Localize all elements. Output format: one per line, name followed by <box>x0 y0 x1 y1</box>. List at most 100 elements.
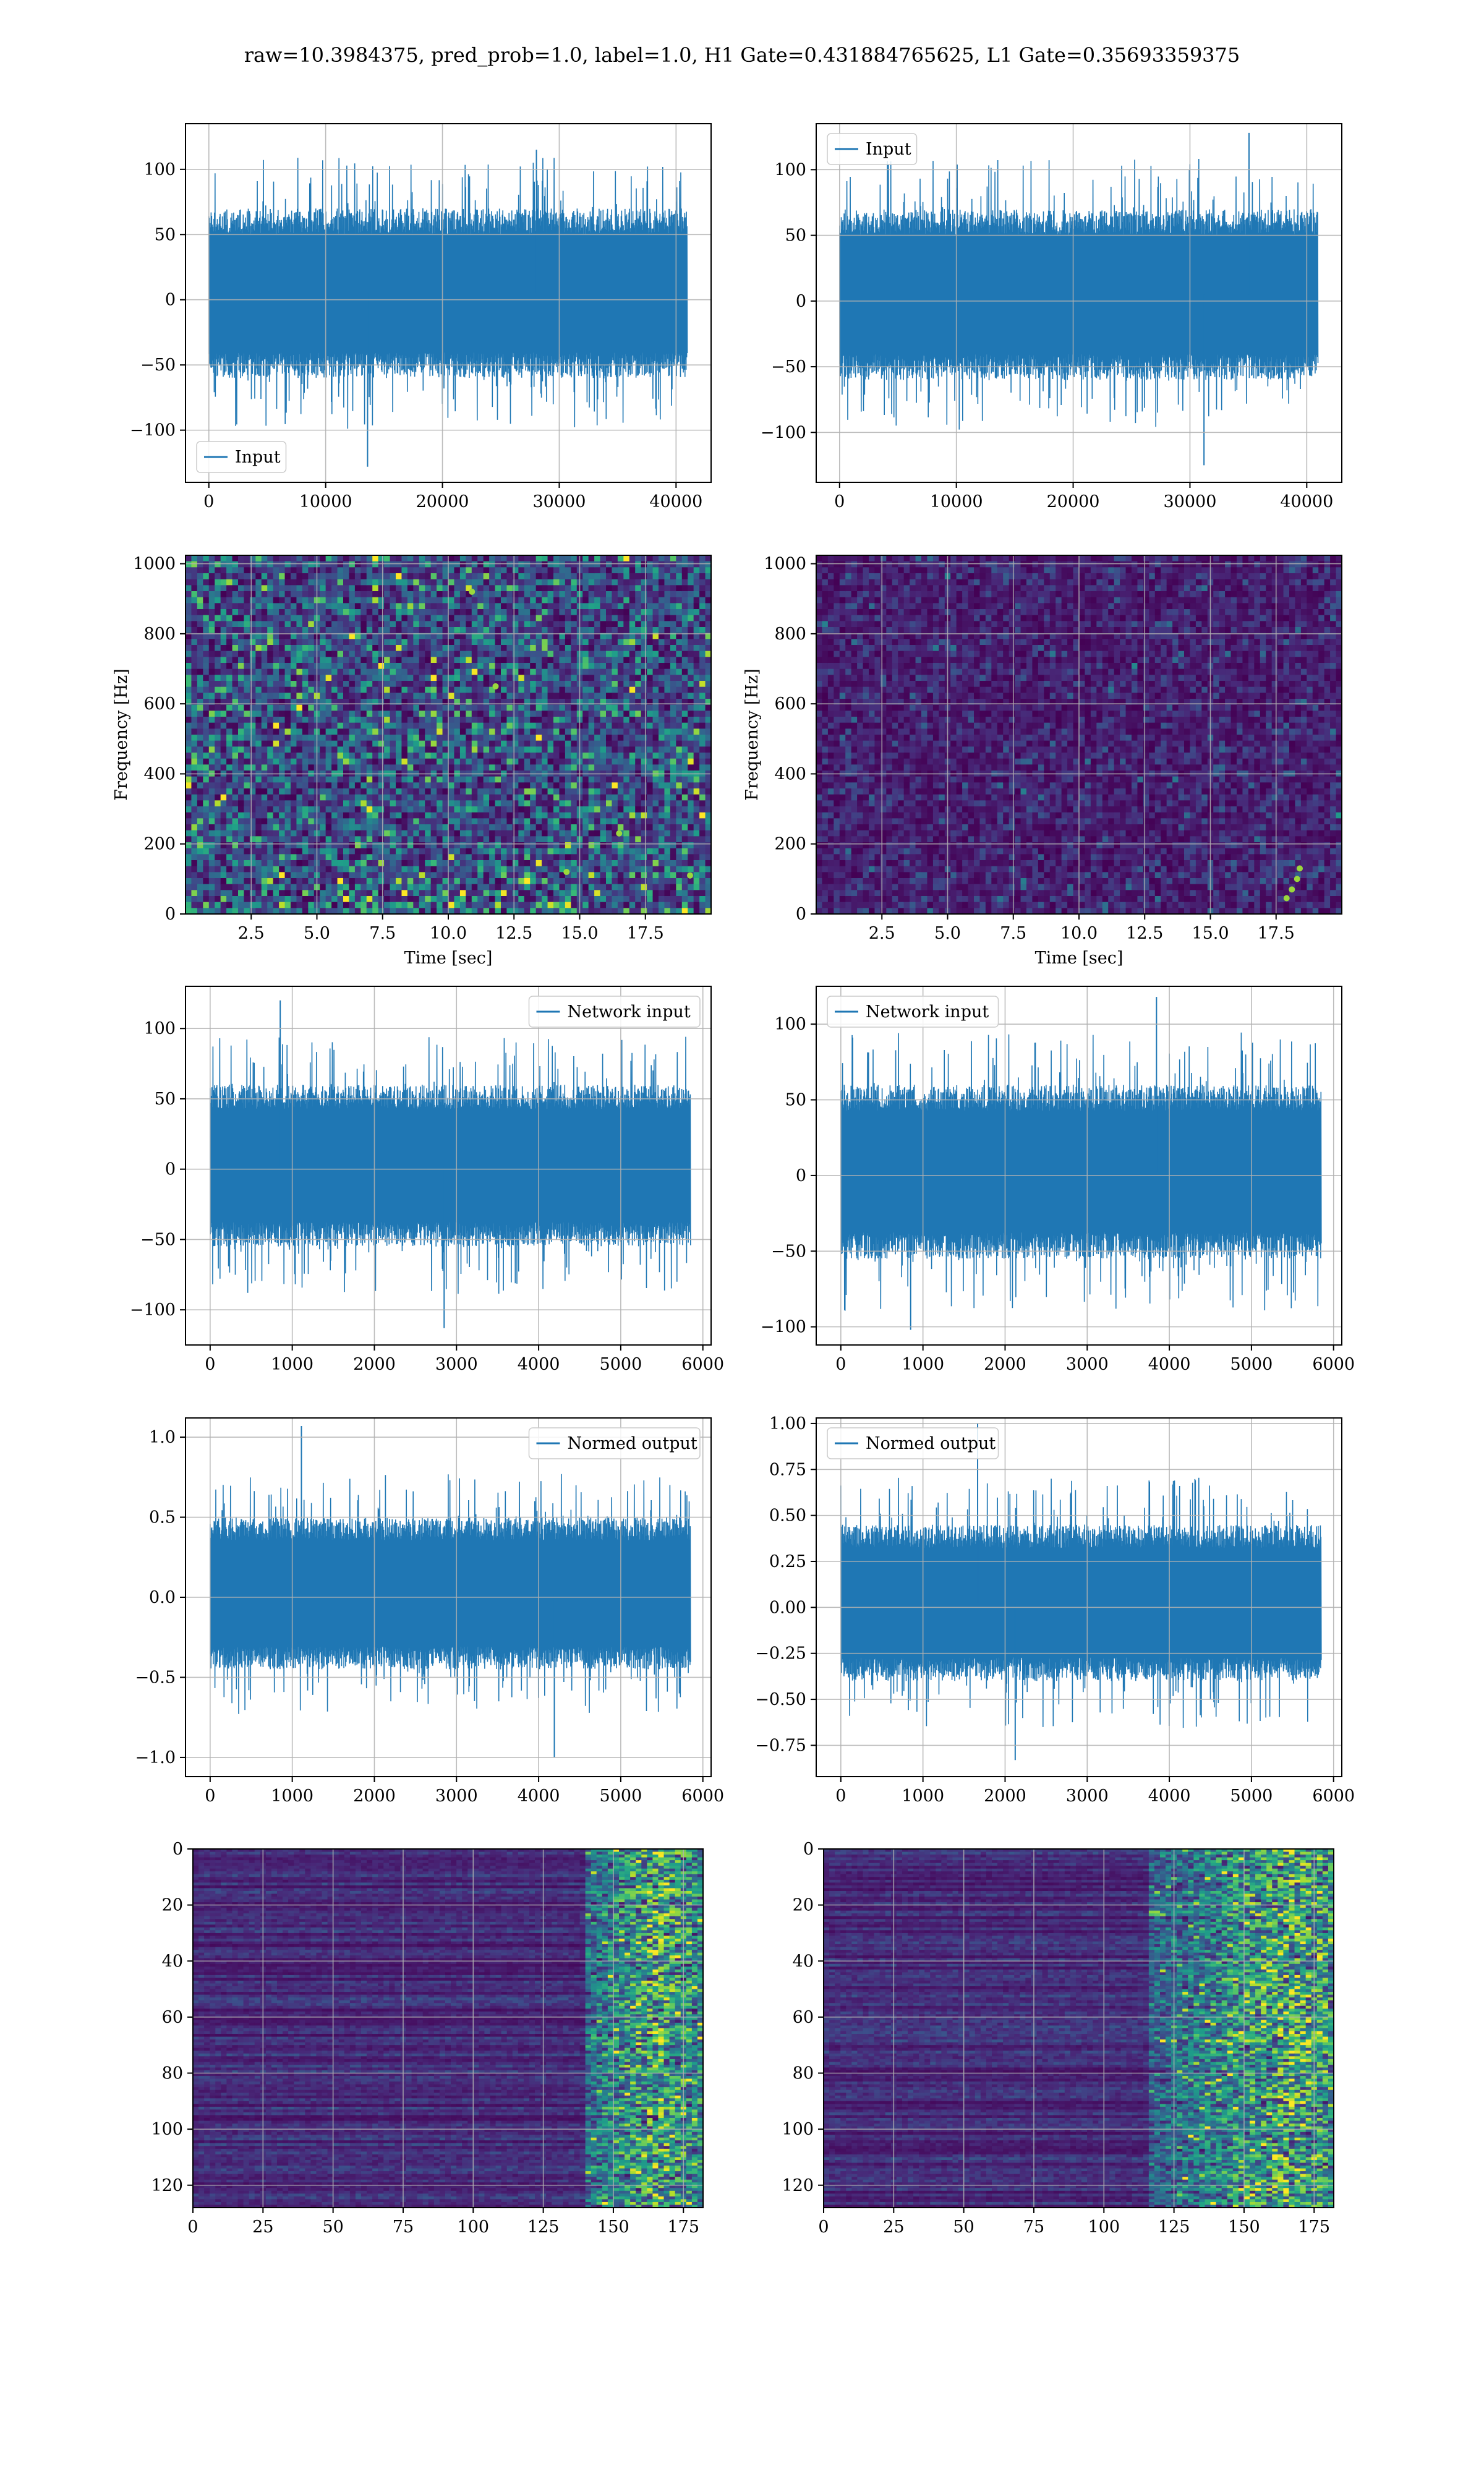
heatmap-cell <box>413 705 419 711</box>
heatmap-cell <box>548 806 554 813</box>
heatmap-cell <box>506 585 513 591</box>
heatmap-cell <box>518 836 524 842</box>
heatmap-cell <box>296 555 302 561</box>
heatmap-cell <box>454 561 460 568</box>
heatmap-cell <box>484 627 490 633</box>
heatmap-cell <box>320 741 326 747</box>
heatmap-cell <box>244 806 250 813</box>
heatmap-cell <box>629 777 636 783</box>
x-tick-label: 40000 <box>1280 492 1333 511</box>
heatmap-cell <box>600 836 607 842</box>
heatmap-cell <box>635 717 641 723</box>
heatmap-cell <box>226 657 232 663</box>
heatmap-cell <box>355 639 361 645</box>
heatmap-cell <box>571 902 577 908</box>
heatmap-cell <box>618 902 624 908</box>
heatmap-cell <box>647 795 653 801</box>
heatmap-cell <box>559 813 565 819</box>
heatmap-cell <box>559 818 565 824</box>
heatmap-cell <box>594 777 600 783</box>
heatmap-cell <box>618 723 624 729</box>
heatmap-cell <box>279 723 285 729</box>
heatmap-cell <box>384 818 390 824</box>
heatmap-cell <box>571 884 577 890</box>
heatmap-cell <box>407 824 414 830</box>
heatmap-cell <box>594 728 600 735</box>
heatmap-cell <box>396 741 402 747</box>
heatmap-cell <box>267 645 273 651</box>
heatmap-cell <box>226 627 232 633</box>
heatmap-cell <box>594 813 600 819</box>
heatmap-cell <box>454 597 460 604</box>
heatmap-cell <box>308 728 314 735</box>
heatmap-cell <box>518 675 524 681</box>
heatmap-cell <box>448 842 454 848</box>
heatmap-cell <box>431 824 437 830</box>
heatmap-cell <box>360 657 367 663</box>
heatmap-cell <box>302 842 309 848</box>
heatmap-cell <box>506 813 513 819</box>
heatmap-cell <box>571 806 577 813</box>
heatmap-cell <box>594 567 600 573</box>
heatmap-cell <box>401 669 407 675</box>
heatmap-cell <box>477 800 484 806</box>
heatmap-cell <box>308 746 314 753</box>
heatmap-cell <box>262 591 268 597</box>
heatmap-cell <box>606 848 612 855</box>
heatmap-cell <box>355 693 361 699</box>
heatmap-cell <box>548 573 554 579</box>
heatmap-cell <box>629 860 636 866</box>
heatmap-cell <box>285 639 291 645</box>
heatmap-cell <box>191 687 197 693</box>
heatmap-cell <box>209 555 215 561</box>
heatmap-cell <box>255 860 262 866</box>
heatmap-cell <box>536 567 542 573</box>
heatmap-cell <box>513 824 519 830</box>
heatmap-cell <box>431 753 437 759</box>
heatmap-cell <box>355 878 361 884</box>
heatmap-cell <box>454 705 460 711</box>
heatmap-cell <box>530 663 536 669</box>
heatmap-cell <box>331 669 338 675</box>
heatmap-cell <box>477 759 484 765</box>
heatmap-cell <box>296 824 302 830</box>
heatmap-cell <box>203 663 209 669</box>
heatmap-cell <box>407 717 414 723</box>
heatmap-cell <box>518 860 524 866</box>
heatmap-cell <box>629 836 636 842</box>
heatmap-cell <box>320 561 326 568</box>
heatmap-cell <box>267 735 273 741</box>
heatmap-cell <box>536 735 542 741</box>
heatmap-cell <box>401 681 407 687</box>
heatmap-cell <box>501 836 507 842</box>
heatmap-cell <box>378 645 385 651</box>
heatmap-cell <box>553 687 560 693</box>
heatmap-cell <box>506 782 513 788</box>
heatmap-cell <box>443 806 449 813</box>
heatmap-cell <box>186 848 192 855</box>
heatmap-cell <box>360 669 367 675</box>
heatmap-cell <box>553 651 560 657</box>
heatmap-cell <box>203 800 209 806</box>
heatmap-cell <box>407 842 414 848</box>
heatmap-cell <box>431 860 437 866</box>
heatmap-cell <box>600 878 607 884</box>
heatmap-cell <box>255 609 262 615</box>
heatmap-cell <box>320 657 326 663</box>
heatmap-cell <box>659 693 665 699</box>
heatmap-cell <box>589 813 595 819</box>
heatmap-cell <box>273 687 279 693</box>
heatmap-cell <box>232 711 239 717</box>
heatmap-cell <box>659 669 665 675</box>
heatmap-cell <box>431 621 437 627</box>
heatmap-cell <box>320 597 326 604</box>
heatmap-cell <box>343 621 349 627</box>
heatmap-cell <box>378 597 385 604</box>
heatmap-cell <box>559 669 565 675</box>
heatmap-cell <box>338 860 344 866</box>
heatmap-cell <box>571 872 577 878</box>
heatmap-cell <box>484 788 490 795</box>
heatmap-cell <box>589 866 595 873</box>
heatmap-cell <box>629 663 636 669</box>
heatmap-cell <box>536 854 542 860</box>
